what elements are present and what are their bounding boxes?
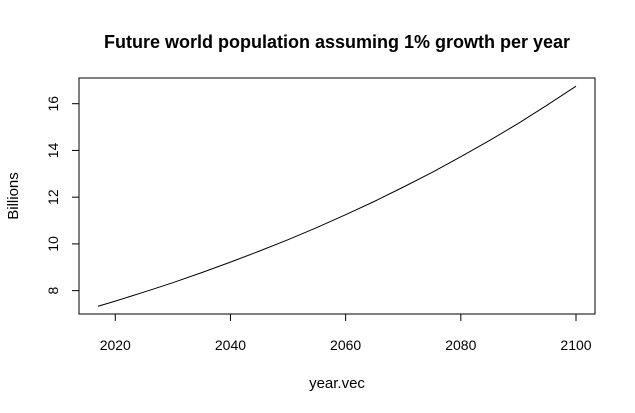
- x-tick-label: 2040: [215, 337, 246, 353]
- x-axis-label: year.vec: [309, 375, 365, 392]
- x-tick-label: 2020: [100, 337, 131, 353]
- y-axis-label: Billions: [5, 172, 22, 220]
- y-tick-label: 12: [45, 189, 61, 205]
- x-axis: 2020 2040 2060 2080 2100: [100, 314, 592, 353]
- series-layer: [97, 85, 577, 307]
- y-tick-label: 10: [45, 236, 61, 252]
- x-tick-label: 2100: [560, 337, 591, 353]
- x-tick-label: 2060: [330, 337, 361, 353]
- y-axis: 8 10 12 14 16: [45, 96, 79, 295]
- plot-frame: [78, 77, 596, 315]
- y-tick-label: 14: [45, 142, 61, 158]
- chart-title: Future world population assuming 1% grow…: [104, 32, 570, 52]
- y-tick-label: 16: [45, 96, 61, 112]
- x-tick-label: 2080: [445, 337, 476, 353]
- series-line: [97, 85, 577, 307]
- y-tick-label: 8: [45, 287, 61, 295]
